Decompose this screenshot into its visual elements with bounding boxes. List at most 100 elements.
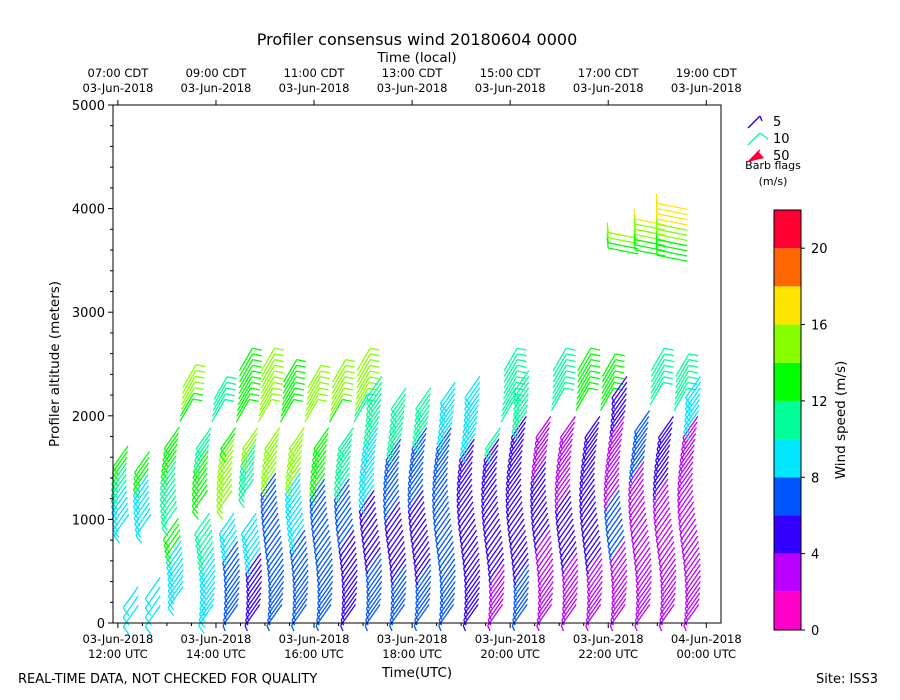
barb-feather bbox=[390, 585, 395, 592]
barb-feather bbox=[264, 545, 268, 552]
wind-barb bbox=[166, 546, 183, 577]
barb-shaft bbox=[654, 512, 671, 535]
barb-shaft bbox=[488, 569, 505, 592]
wind-barb bbox=[508, 518, 525, 546]
barb-shaft bbox=[608, 242, 639, 250]
barb-feather bbox=[603, 505, 608, 512]
barb-feather bbox=[631, 539, 635, 546]
wind-barb bbox=[160, 500, 177, 531]
barb-shaft bbox=[279, 399, 295, 423]
wind-barb bbox=[439, 586, 456, 615]
wind-barb bbox=[213, 376, 237, 400]
barb-shaft bbox=[267, 552, 284, 575]
wind-barb bbox=[312, 518, 329, 546]
wind-barb bbox=[335, 501, 352, 529]
wind-barb bbox=[513, 376, 530, 406]
wind-barb bbox=[361, 518, 378, 546]
wind-barb bbox=[163, 426, 180, 457]
barb-shaft bbox=[655, 438, 672, 461]
barb-feather bbox=[343, 393, 353, 397]
wind-barb bbox=[530, 455, 547, 484]
barb-feather bbox=[652, 500, 657, 506]
barb-shaft bbox=[558, 524, 575, 547]
wind-barb bbox=[245, 552, 262, 580]
barb-feather bbox=[554, 488, 559, 495]
barb-feather bbox=[531, 522, 535, 529]
wind-barb bbox=[532, 438, 549, 466]
wind-barb bbox=[533, 427, 550, 455]
y-tick-label: 0 bbox=[97, 617, 105, 632]
barb-feather bbox=[366, 591, 370, 598]
barb-feather bbox=[517, 353, 527, 357]
barb-feather bbox=[615, 353, 625, 357]
barb-feather bbox=[631, 454, 635, 461]
barb-feather bbox=[110, 506, 118, 516]
barb-feather bbox=[225, 393, 235, 397]
wind-barb bbox=[502, 376, 526, 400]
x-top-tick-label-date: 03-Jun-2018 bbox=[82, 81, 153, 95]
barb-shaft bbox=[628, 490, 645, 513]
barb-feather bbox=[292, 579, 296, 586]
barb-feather bbox=[384, 528, 389, 535]
barb-feather bbox=[628, 517, 633, 523]
barb-shaft bbox=[439, 586, 456, 609]
barb-feather bbox=[223, 602, 228, 609]
barb-shaft bbox=[246, 581, 263, 604]
barb-shaft bbox=[282, 364, 298, 389]
barb-feather bbox=[313, 545, 317, 552]
barb-feather bbox=[488, 585, 493, 592]
barb-shaft bbox=[261, 359, 276, 383]
wind-barb bbox=[603, 467, 620, 495]
wind-barb bbox=[243, 535, 260, 566]
barb-feather bbox=[217, 471, 225, 480]
barb-feather bbox=[264, 448, 271, 458]
wind-barb bbox=[330, 381, 354, 406]
wind-barb bbox=[657, 535, 674, 563]
wind-barb bbox=[359, 495, 376, 523]
barb-shaft bbox=[438, 546, 455, 570]
wind-barb bbox=[635, 575, 652, 603]
barb-shaft bbox=[464, 376, 481, 399]
barb-shaft bbox=[358, 490, 375, 513]
barb-feather bbox=[409, 534, 414, 541]
wind-barb bbox=[457, 455, 474, 484]
barb-shaft bbox=[456, 461, 473, 484]
barb-feather bbox=[439, 414, 447, 423]
barb-shaft bbox=[463, 598, 480, 621]
barb-shaft bbox=[677, 455, 694, 478]
barb-shaft bbox=[657, 207, 688, 216]
barb-shaft bbox=[132, 485, 149, 508]
barb-shaft bbox=[389, 603, 406, 627]
barb-feather bbox=[559, 443, 563, 449]
wind-barb bbox=[505, 461, 522, 489]
wind-barb bbox=[338, 529, 355, 558]
barb-feather bbox=[438, 425, 446, 435]
barb-shaft bbox=[652, 490, 669, 513]
barb-feather bbox=[358, 499, 366, 509]
wind-barb bbox=[556, 507, 573, 535]
barb-shaft bbox=[652, 484, 669, 507]
wind-barb bbox=[292, 575, 309, 603]
barb-shaft bbox=[636, 575, 652, 598]
wind-barb bbox=[382, 484, 399, 512]
barb-shaft bbox=[435, 518, 452, 541]
colorbar-tick-label: 8 bbox=[811, 471, 819, 486]
barb-feather bbox=[488, 602, 493, 609]
barb-feather bbox=[410, 539, 415, 546]
colorbar-segment bbox=[774, 477, 801, 516]
barb-feather bbox=[439, 585, 444, 592]
barb-feather bbox=[317, 585, 321, 592]
barb-shaft bbox=[282, 376, 297, 400]
barb-feather bbox=[456, 500, 460, 506]
wind-barb bbox=[341, 581, 358, 609]
wind-barb bbox=[635, 558, 652, 586]
barb-feather bbox=[583, 551, 588, 558]
wind-barb bbox=[633, 208, 666, 226]
wind-barb bbox=[341, 569, 358, 598]
barb-shaft bbox=[488, 564, 505, 587]
x-top-tick-label-date: 03-Jun-2018 bbox=[475, 81, 546, 95]
wind-barb bbox=[680, 433, 697, 461]
wind-barb bbox=[287, 518, 304, 549]
wind-barb bbox=[359, 501, 376, 529]
barb-shaft bbox=[438, 552, 455, 575]
